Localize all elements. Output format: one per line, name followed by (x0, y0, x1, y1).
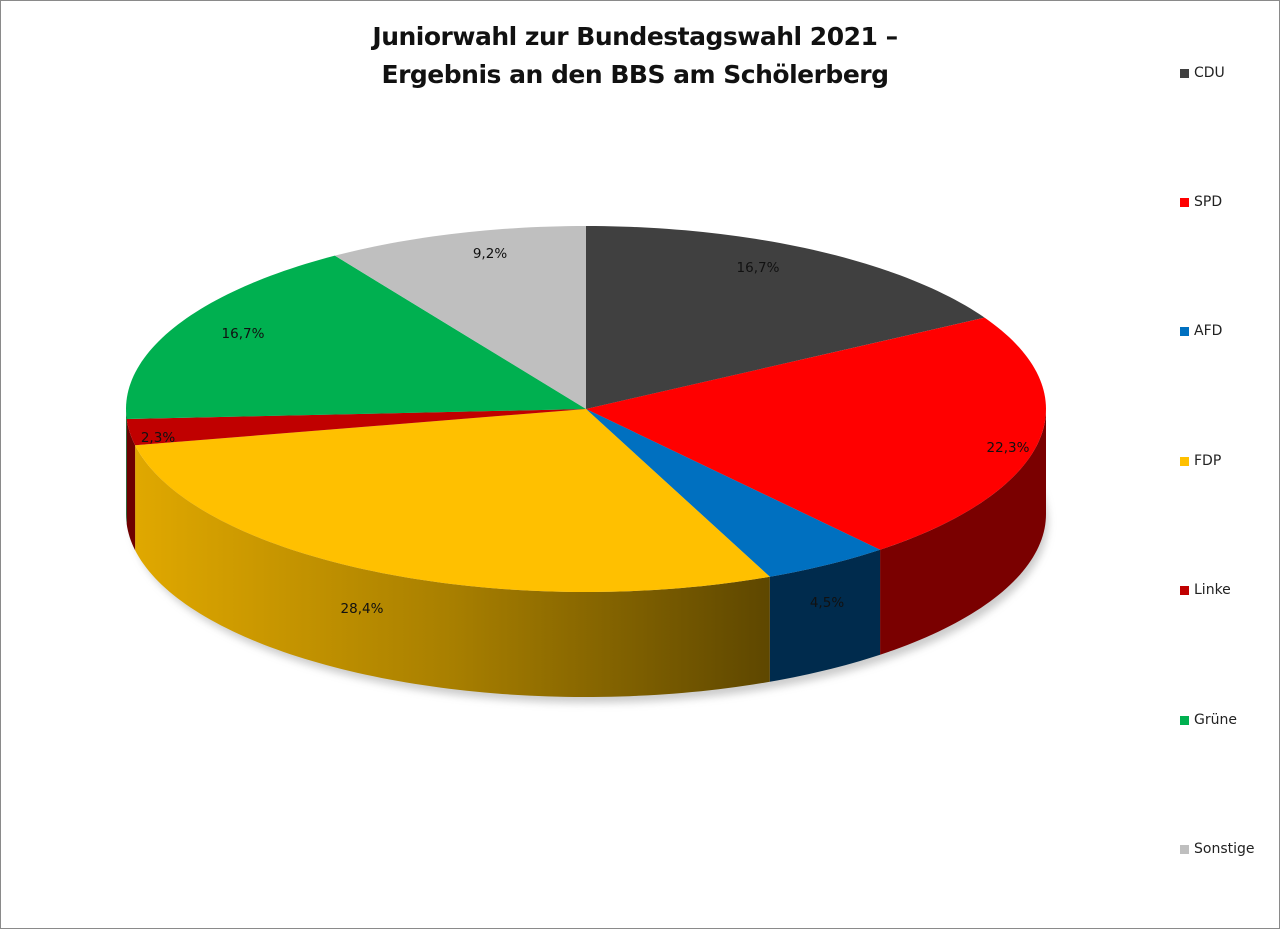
legend-swatch-afd (1180, 326, 1189, 336)
pie-side-grüne (126, 409, 127, 525)
data-label-fdp: 28,4% (341, 601, 384, 617)
legend-label-gruene: Grüne (1194, 712, 1237, 728)
legend-swatch-sonstige (1180, 844, 1189, 854)
pie-side-fdp (135, 445, 770, 697)
pie-slice-sonstige (334, 226, 586, 409)
legend-label-spd: SPD (1194, 194, 1223, 210)
legend-label-fdp: FDP (1194, 453, 1222, 469)
pie-side-linke (126, 419, 136, 551)
pie-slice-fdp (135, 409, 770, 592)
data-label-linke: 2,3% (141, 430, 175, 446)
legend-label-cdu: CDU (1194, 65, 1225, 81)
legend-swatch-gruene (1180, 715, 1189, 725)
legend-label-linke: Linke (1194, 582, 1231, 598)
legend-label-sonstige: Sonstige (1194, 841, 1255, 857)
chart-title: Juniorwahl zur Bundestagswahl 2021 – Erg… (270, 18, 1000, 94)
pie-labels: 16,7% 22,3% 4,5% 28,4% 2,3% 16,7% 9,2% (141, 246, 1030, 617)
chart-title-line-2: Ergebnis an den BBS am Schölerberg (381, 60, 890, 89)
legend-item-fdp: FDP (1180, 453, 1221, 469)
data-label-grüne: 16,7% (222, 326, 265, 342)
pie-slice-grüne (126, 255, 586, 420)
legend: CDU SPD AFD FDP Linke Grüne Sonstige (1180, 0, 1280, 929)
legend-swatch-linke (1180, 585, 1189, 595)
pie-slice-afd (586, 409, 881, 577)
legend-swatch-cdu (1180, 68, 1189, 78)
legend-item-spd: SPD (1180, 194, 1222, 210)
data-label-afd: 4,5% (810, 595, 844, 611)
legend-item-afd: AFD (1180, 323, 1222, 339)
data-label-cdu: 16,7% (737, 260, 780, 276)
chart-title-line-1: Juniorwahl zur Bundestagswahl 2021 – (372, 22, 898, 51)
legend-item-gruene: Grüne (1180, 712, 1237, 728)
legend-item-linke: Linke (1180, 582, 1231, 598)
legend-item-sonstige: Sonstige (1180, 841, 1255, 857)
pie-sides (126, 409, 1046, 697)
legend-swatch-fdp (1180, 456, 1189, 466)
data-label-sonstige: 9,2% (473, 246, 507, 262)
data-label-spd: 22,3% (987, 440, 1030, 456)
pie-top (126, 226, 1046, 592)
pie-slice-cdu (586, 226, 985, 409)
legend-item-cdu: CDU (1180, 65, 1225, 81)
pie-side-afd (769, 549, 881, 682)
legend-label-afd: AFD (1194, 323, 1223, 339)
legend-swatch-spd (1180, 197, 1189, 207)
pie-slice-spd (586, 317, 1046, 550)
pie-slice-linke (126, 409, 586, 446)
pie-side-spd (880, 409, 1046, 655)
